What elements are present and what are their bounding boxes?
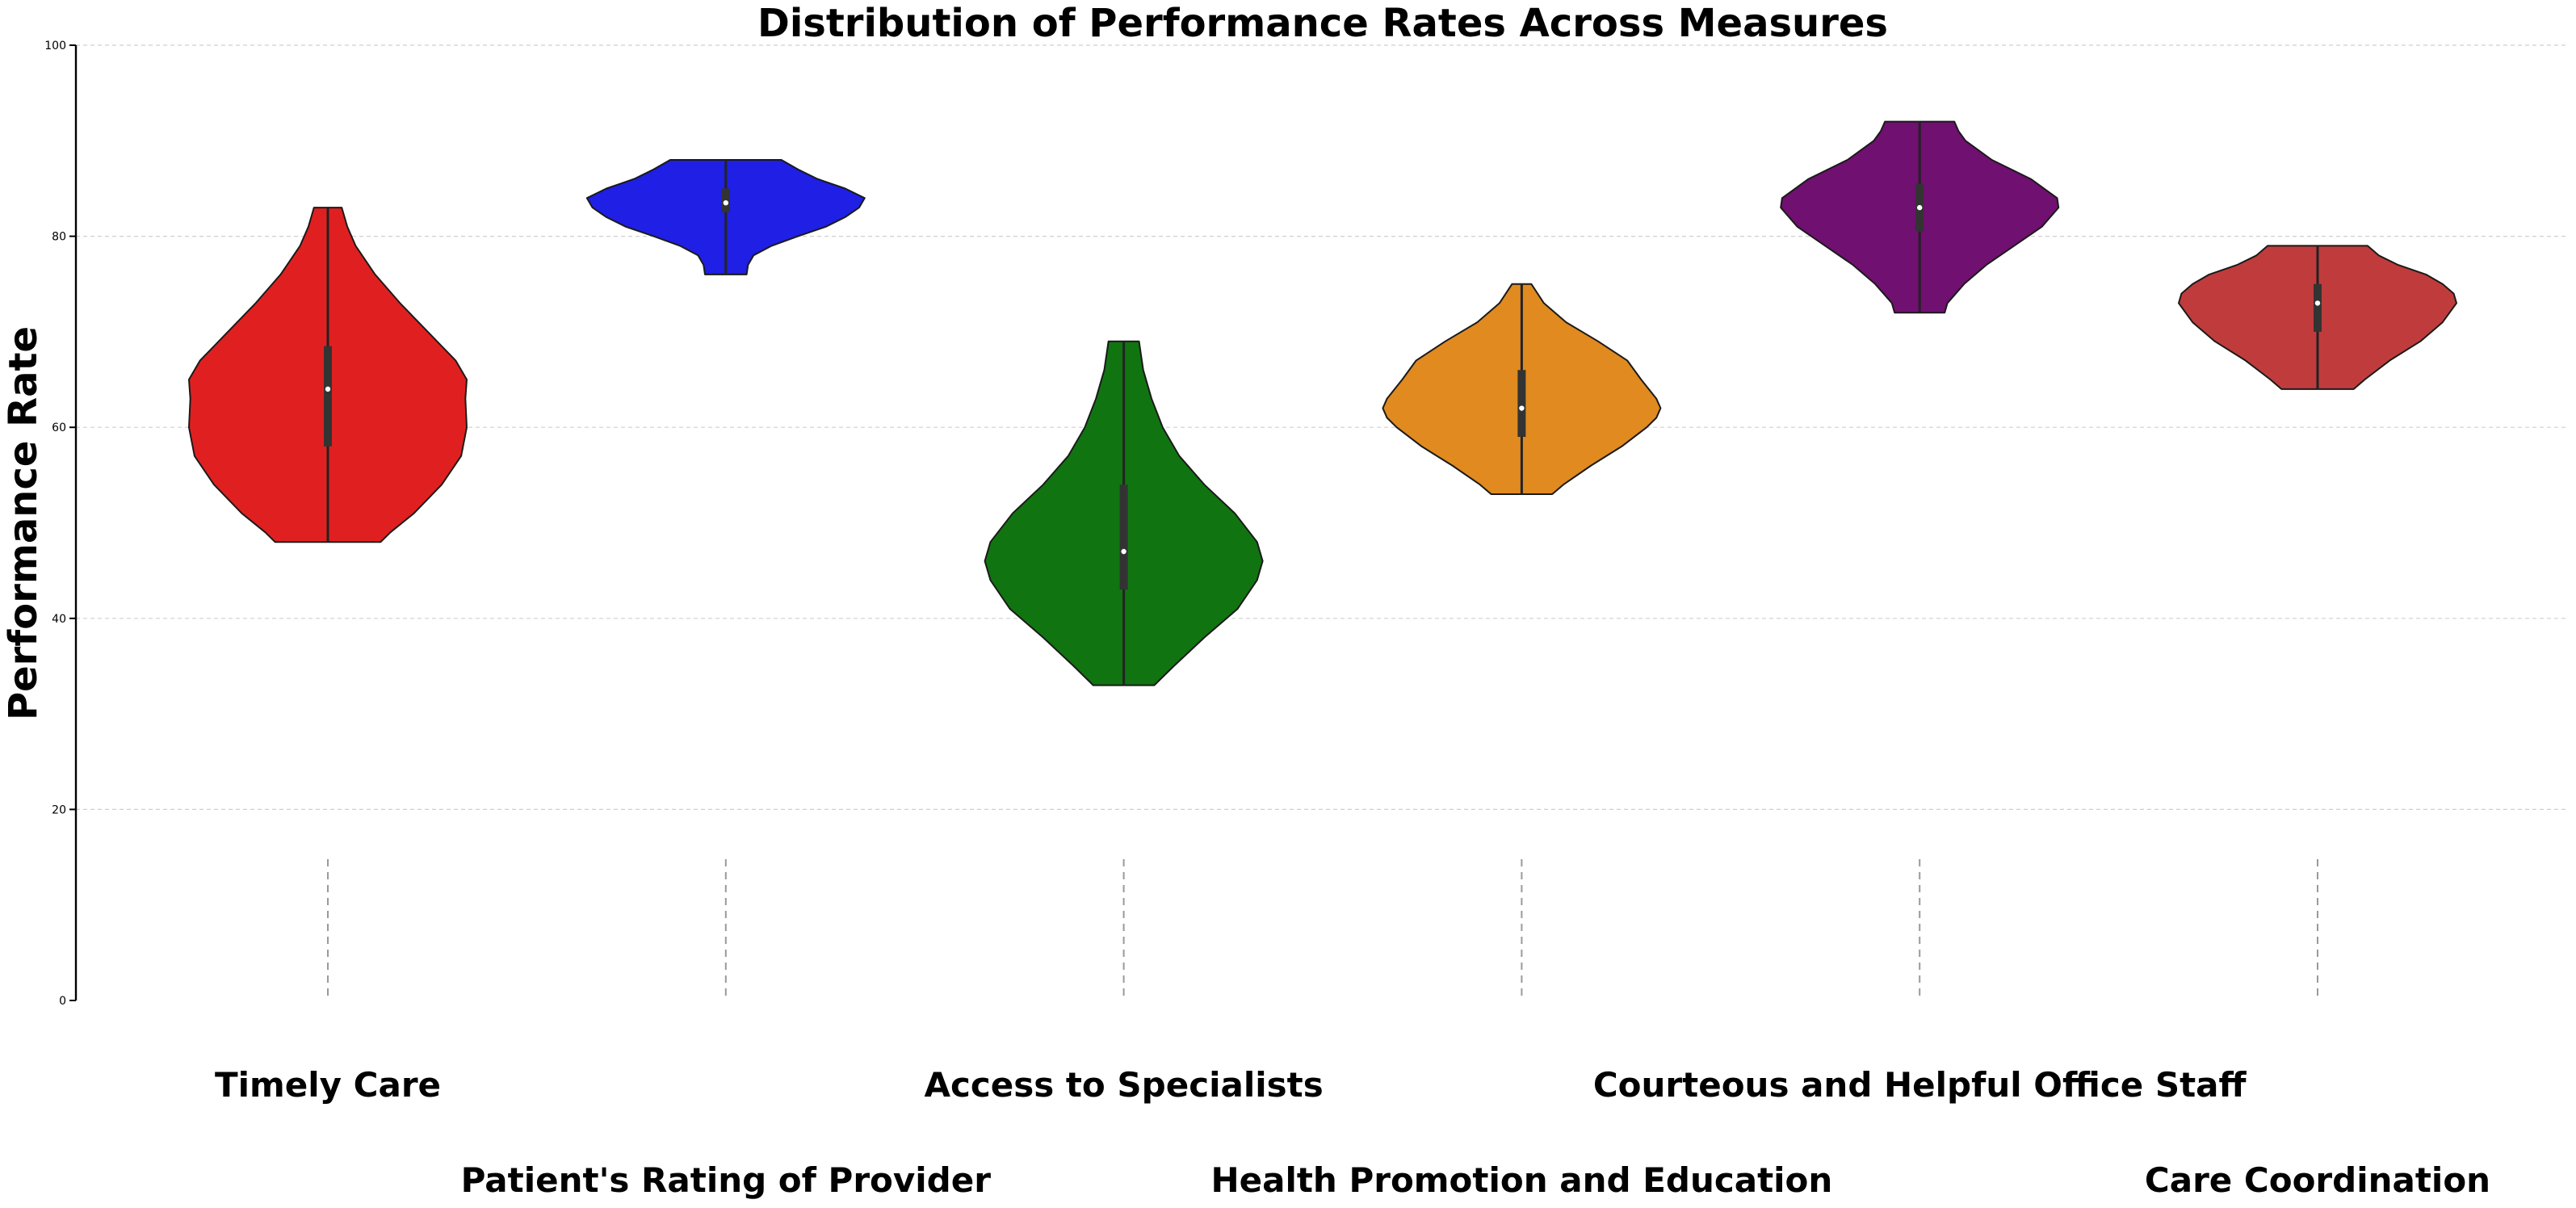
category-label: Timely Care <box>215 1065 441 1105</box>
violin-4 <box>1382 283 1662 495</box>
y-tick-label: 80 <box>52 231 66 244</box>
violin-median-marker <box>1917 204 1923 211</box>
y-tick-label: 20 <box>52 803 66 816</box>
category-guides <box>327 859 2318 1000</box>
category-label: Access to Specialists <box>924 1065 1323 1105</box>
y-tick-label: 0 <box>59 995 66 1008</box>
category-label: Courteous and Helpful Office Staff <box>1593 1065 2247 1105</box>
violin-iqr-box <box>2314 283 2322 332</box>
y-ticks: 0 20 40 60 80 100 <box>44 40 76 1008</box>
y-tick-label: 100 <box>44 40 66 52</box>
category-label: Care Coordination <box>2145 1160 2490 1200</box>
y-axis-label: Performance Rate <box>1 326 46 720</box>
violin-1 <box>188 207 468 543</box>
violin-iqr-box <box>1517 370 1526 438</box>
violin-median-marker <box>723 199 728 206</box>
violin-5 <box>1780 120 2060 314</box>
violin-median-marker <box>1121 548 1126 555</box>
category-labels: Timely Care Patient's Rating of Provider A… <box>215 1065 2490 1200</box>
violin-median-marker <box>1519 405 1525 411</box>
category-label: Patient's Rating of Provider <box>461 1160 992 1200</box>
violin-6 <box>2178 245 2457 390</box>
violin-iqr-box <box>1119 484 1128 590</box>
violin-median-marker <box>325 386 331 392</box>
y-tick-label: 40 <box>52 613 66 626</box>
category-label: Health Promotion and Education <box>1210 1160 1832 1200</box>
violins <box>188 120 2457 686</box>
chart-title: Distribution of Performance Rates Across… <box>757 1 1888 46</box>
violin-median-marker <box>2314 300 2321 306</box>
violin-2 <box>585 159 866 275</box>
gridlines <box>76 44 2568 811</box>
violin-3 <box>984 340 1264 686</box>
violin-iqr-box <box>324 346 332 447</box>
y-tick-label: 60 <box>52 422 66 434</box>
